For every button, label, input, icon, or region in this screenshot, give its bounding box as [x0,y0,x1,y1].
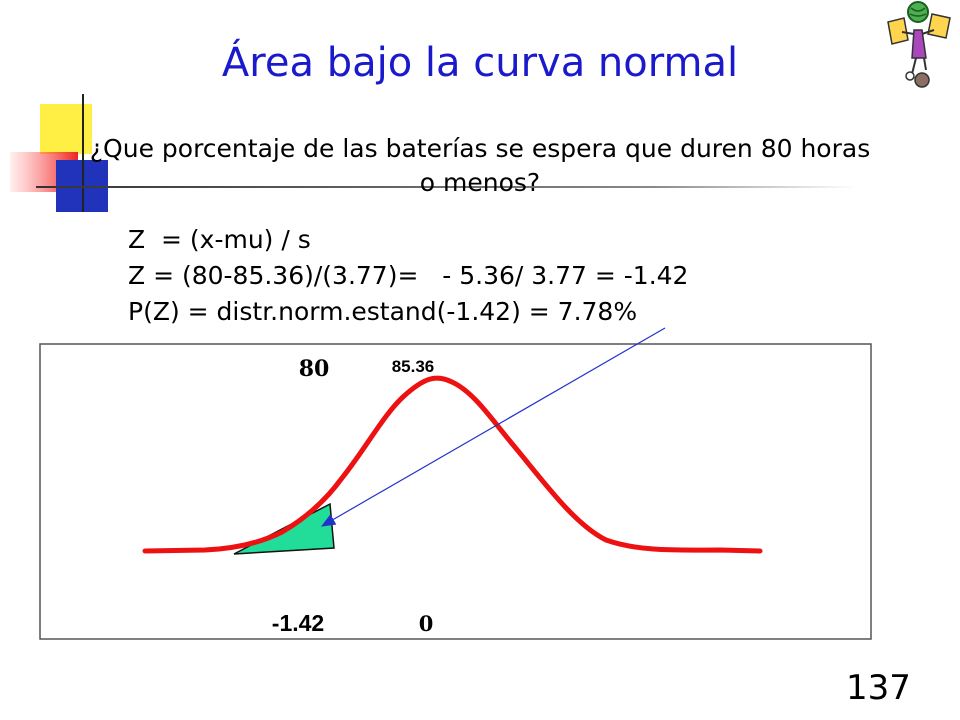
question-line-1: ¿Que porcentaje de las baterías se esper… [89,134,871,163]
label-z-value: -1.42 [272,610,324,636]
formula-z-definition: Z = (x-mu) / s [128,225,311,254]
person-juggling-globe-icon [887,1,951,88]
slide-title: Área bajo la curva normal [221,40,739,86]
question-text: ¿Que porcentaje de las baterías se esper… [30,132,930,200]
decorative-squares [10,94,856,212]
pointer-arrow [320,327,666,527]
label-mean: 85.36 [392,357,435,376]
slide-number: 137 [846,668,911,708]
label-x-value: 80 [299,356,330,382]
label-z-mean: 0 [419,611,434,636]
formula-block: Z = (x-mu) / s Z = (80-85.36)/(3.77)= - … [128,222,688,330]
question-line-2: o menos? [419,168,541,197]
formula-z-calculation: Z = (80-85.36)/(3.77)= - 5.36/ 3.77 = -1… [128,261,689,290]
diagram-frame [39,343,872,640]
formula-probability: P(Z) = distr.norm.estand(-1.42) = 7.78% [128,297,638,326]
normal-curve [142,375,763,554]
